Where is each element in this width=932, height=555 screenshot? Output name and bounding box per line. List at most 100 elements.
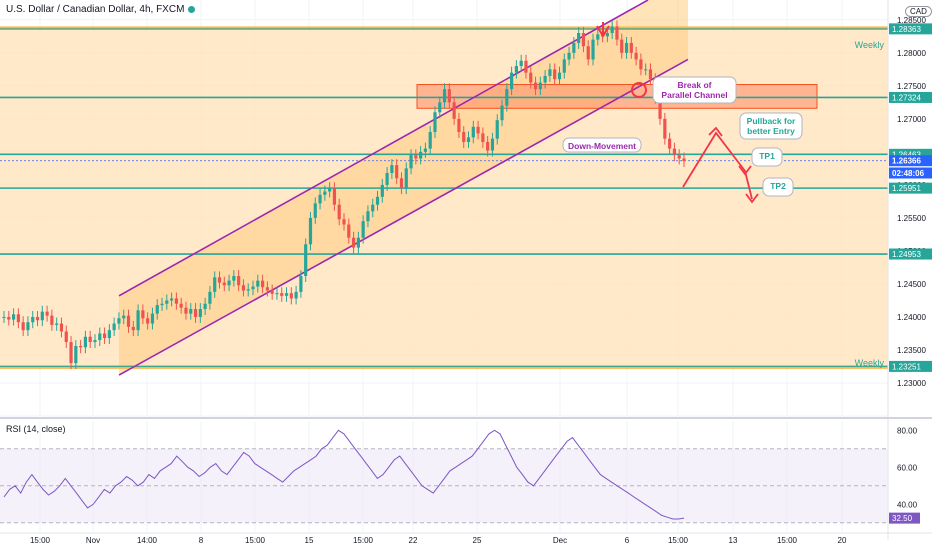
price-label-badge [889,248,932,260]
break-circle-icon [631,82,647,98]
candle-body [629,42,633,53]
candle-body [323,191,327,195]
candle-body [529,72,533,83]
candle-body [351,237,356,248]
candle-body [419,151,423,159]
price-tick-label: 1.28000 [897,49,926,58]
candle-body [117,318,121,324]
candle-body [672,148,677,156]
weekly-label-top: Weekly [855,40,885,50]
candle-body [59,323,64,332]
price-label-badge [889,148,932,160]
candle-body [644,69,648,71]
candle-body [174,298,178,304]
candle-body [567,52,571,60]
candle-body [131,326,135,331]
candle-body [533,82,538,90]
candle-body [438,102,442,113]
price-label: 1.26366 [892,157,921,166]
candle-body [98,333,102,341]
candle-body [648,69,653,80]
time-tick-label: 15:00 [245,536,266,545]
candle-body [581,33,586,47]
candle-body [486,141,490,151]
annotation-break: Break of [677,80,711,90]
candle-body [538,82,542,90]
candle-body [409,155,413,169]
candle-body [548,69,552,76]
price-label: 1.26463 [892,150,921,159]
candle-body [83,336,88,348]
candle-body [615,26,619,40]
price-tick-label: 1.28500 [897,16,926,25]
candle-body [64,331,68,343]
time-tick-label: 15 [305,536,314,545]
candle-body [155,305,159,314]
candle-body [466,137,471,142]
price-label-badge [889,167,932,179]
candle-body [447,89,451,103]
price-label-badge [889,23,932,35]
top-arrow-icon [596,25,610,38]
price-label-badge [889,360,932,372]
candle-body [371,204,375,212]
time-tick-label: 15:00 [668,536,689,545]
channel-lower-line [118,58,689,376]
rsi-tick-label: 40.00 [897,500,918,509]
candle-body [385,173,389,185]
candle-body [524,60,528,73]
price-tick-label: 1.27500 [897,82,926,91]
price-tick-label: 1.25500 [897,214,926,223]
candle-body [179,303,183,308]
candle-body [514,66,518,73]
weekly-label-bottom: Weekly [855,358,885,368]
rsi-title[interactable]: RSI (14, close) [6,424,66,434]
candle-body [366,211,370,222]
time-tick-label: 25 [473,536,482,545]
rsi-line [3,429,685,520]
candle-body [213,277,217,292]
candle-body [347,224,351,238]
candle-body [356,237,360,248]
candle-body [591,39,595,60]
time-tick-label: Dec [553,536,567,545]
candle-body [462,132,466,142]
candle-body [141,310,145,319]
annotation-tp2: TP2 [770,181,786,191]
candle-body [624,42,629,53]
candle-body [577,33,581,43]
candle-body [304,244,308,277]
candle-body [284,293,289,296]
candle-body [610,26,614,34]
candle-body [395,165,399,179]
chart-title: U.S. Dollar / Canadian Dollar, 4h, FXCM [6,4,196,15]
price-label: 1.23251 [892,362,921,371]
candle-body [289,293,293,299]
time-tick-label: 13 [729,536,738,545]
candle-body [442,89,447,103]
candle-body [471,126,475,138]
symbol-title: U.S. Dollar / Canadian Dollar, 4h, FXCM [6,4,185,15]
candle-body [165,300,169,304]
candle-body [136,310,140,331]
time-tick-label: 22 [409,536,418,545]
candle-body [79,346,83,348]
candle-body [203,303,207,310]
annotation-pullback: Pullback for [747,116,796,126]
candle-body [184,307,188,314]
candle-body [399,178,404,189]
candle-body [299,276,303,292]
candle-body [562,59,566,73]
candle-body [251,286,255,290]
currency-badge[interactable]: CAD [905,6,932,17]
price-label: 1.24953 [892,250,921,259]
price-axis-bg [888,0,932,540]
candle-body [112,323,116,331]
candle-body [280,293,284,296]
annotation-break-box [652,76,737,104]
candle-body [457,118,461,133]
candle-body [246,289,250,291]
rsi-tick-label: 80.00 [897,426,918,435]
